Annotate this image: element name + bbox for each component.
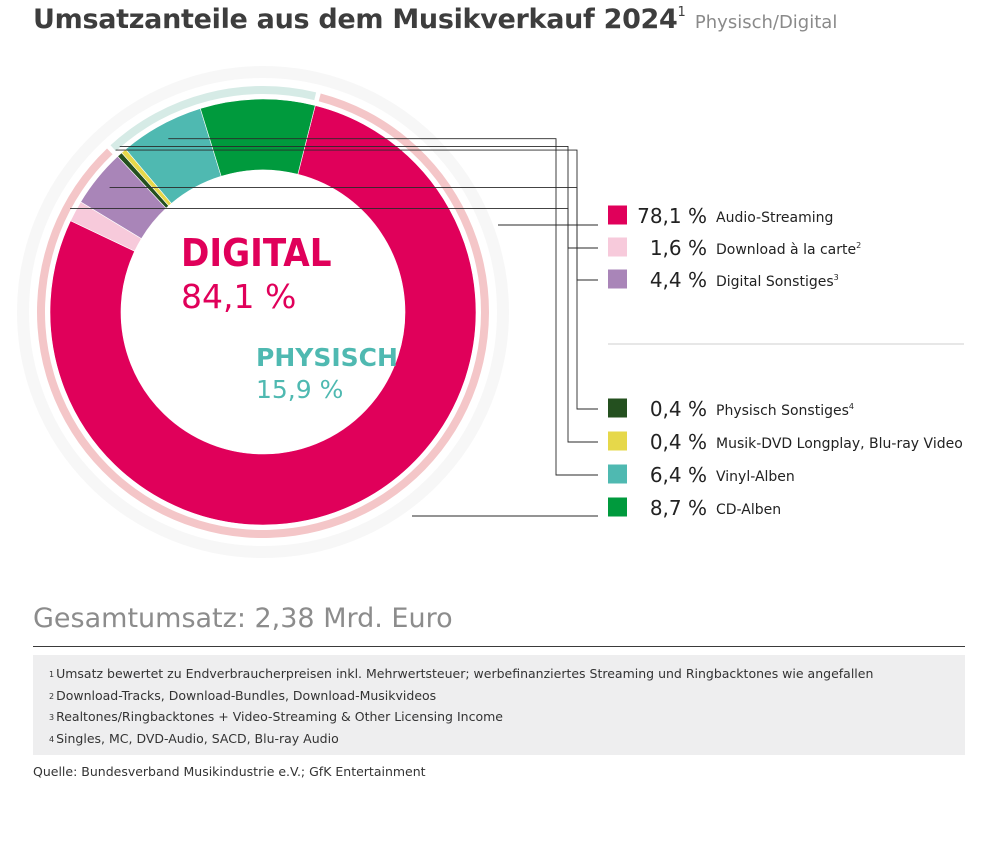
legend-footnote: 2 bbox=[856, 241, 861, 250]
legend-value: 6,4 % bbox=[650, 463, 707, 487]
legend-row-vinyl-alben: 6,4 % Vinyl-Alben bbox=[608, 463, 795, 487]
group-label-physisch: PHYSISCH bbox=[256, 343, 398, 372]
chart-legend: 78,1 % Audio-Streaming 1,6 % Download à la … bbox=[608, 204, 963, 520]
legend-row-audio-streaming: 78,1 % Audio-Streaming bbox=[608, 204, 833, 228]
footnote-4: 4 Singles, MC, DVD-Audio, SACD, Blu-ray A… bbox=[49, 728, 949, 750]
footnote-text: Umsatz bewertet zu Endverbraucherpreisen… bbox=[56, 666, 874, 681]
leader-line-vinyl-alben bbox=[168, 138, 598, 476]
legend-swatch bbox=[608, 398, 627, 418]
footnote-2: 2 Download-Tracks, Download-Bundles, Down… bbox=[49, 685, 949, 707]
leader-lines bbox=[70, 138, 598, 517]
legend-label: Vinyl-Alben bbox=[716, 469, 795, 485]
group-ring-physisch bbox=[110, 86, 317, 152]
legend-swatch bbox=[608, 269, 627, 289]
slice-cd-alben bbox=[199, 98, 316, 177]
legend-value: 0,4 % bbox=[650, 397, 707, 421]
footnote-num: 2 bbox=[49, 691, 55, 701]
legend-row-musik-dvd-longplay-blu-ray-video: 0,4 % Musik-DVD Longplay, Blu-ray Video bbox=[608, 430, 963, 454]
footnote-text: Download-Tracks, Download-Bundles, Downl… bbox=[56, 687, 437, 703]
footnote-num: 1 bbox=[49, 670, 55, 679]
footnote-3: 3 Realtones/Ringbacktones + Video-Streami… bbox=[49, 706, 949, 728]
footnote-num: 4 bbox=[49, 734, 55, 744]
chart-slices bbox=[49, 98, 477, 526]
legend-label: Musik-DVD Longplay, Blu-ray Video bbox=[716, 436, 963, 452]
total-revenue: Gesamtumsatz: 2,38 Mrd. Euro bbox=[33, 603, 453, 634]
legend-value: 8,7 % bbox=[650, 496, 707, 520]
title-footnote-ref: 1 bbox=[677, 4, 686, 20]
legend-value: 78,1 % bbox=[637, 204, 707, 228]
legend-row-physisch-sonstiges: 0,4 % Physisch Sonstiges4 bbox=[608, 397, 854, 421]
legend-label: Audio-Streaming bbox=[716, 210, 833, 226]
legend-value: 4,4 % bbox=[650, 268, 707, 292]
legend-swatch bbox=[608, 431, 627, 451]
legend-swatch bbox=[608, 237, 627, 257]
legend-label: Digital Sonstiges3 bbox=[716, 273, 839, 290]
legend-footnote: 3 bbox=[834, 273, 839, 282]
footnote-text: Realtones/Ringbacktones + Video-Streamin… bbox=[56, 709, 503, 724]
slice-audio-streaming bbox=[49, 105, 477, 526]
title-subtitle: Physisch/Digital bbox=[694, 12, 838, 33]
legend-value: 0,4 % bbox=[650, 430, 707, 454]
source-note: Quelle: Bundesverband Musikindustrie e.V… bbox=[33, 764, 426, 779]
chart-title: Umsatzanteile aus dem Musikverkauf 20241… bbox=[33, 4, 837, 35]
ring-backdrop bbox=[17, 66, 509, 558]
legend-value: 1,6 % bbox=[650, 236, 707, 260]
legend-label: Physisch Sonstiges4 bbox=[716, 402, 854, 419]
title-main: Umsatzanteile aus dem Musikverkauf 2024 bbox=[33, 4, 678, 35]
group-rings bbox=[17, 66, 509, 558]
footnote-num: 3 bbox=[49, 713, 55, 722]
legend-row-cd-alben: 8,7 % CD-Alben bbox=[608, 496, 781, 520]
footnote-text: Singles, MC, DVD-Audio, SACD, Blu-ray Au… bbox=[56, 730, 339, 746]
leader-line-musik-dvd-longplay-blu-ray-video bbox=[119, 145, 598, 443]
legend-swatch bbox=[608, 205, 627, 225]
footnotes-box: 1 Umsatz bewertet zu Endverbraucherpreise… bbox=[33, 655, 965, 755]
footnote-1: 1 Umsatz bewertet zu Endverbraucherpreise… bbox=[49, 663, 949, 685]
group-label-digital: DIGITAL bbox=[181, 231, 331, 275]
group-value-digital: 84,1 % bbox=[181, 277, 296, 316]
legend-label: Download à la carte2 bbox=[716, 241, 861, 258]
legend-swatch bbox=[608, 464, 627, 484]
total-divider bbox=[33, 646, 965, 647]
legend-label: CD-Alben bbox=[716, 502, 781, 518]
legend-row-digital-sonstiges: 4,4 % Digital Sonstiges3 bbox=[608, 268, 839, 292]
legend-row-download-a-la-carte: 1,6 % Download à la carte2 bbox=[608, 236, 861, 260]
legend-swatch bbox=[608, 497, 627, 517]
legend-footnote: 4 bbox=[849, 402, 854, 411]
leader-line-physisch-sonstiges bbox=[115, 149, 598, 410]
donut-chart: 78,1 % Audio-Streaming 1,6 % Download à la … bbox=[17, 66, 964, 558]
group-value-physisch: 15,9 % bbox=[256, 375, 343, 404]
